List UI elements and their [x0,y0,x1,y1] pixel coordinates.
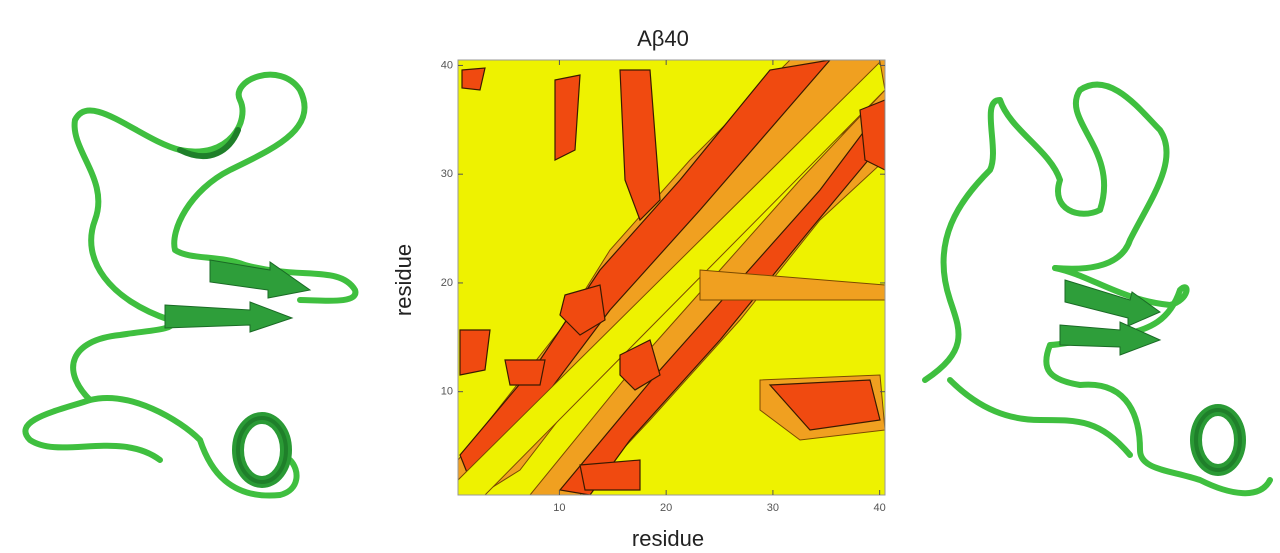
chart-title: Aβ40 [637,26,689,51]
protein-structure-left [25,75,355,496]
x-tick-label: 10 [553,502,565,514]
x-tick-label: 20 [660,502,672,514]
y-tick-label: 10 [441,386,453,398]
figure: Aβ40 residue residue 10 20 30 40 10 20 30 40 [0,0,1280,553]
x-tick-label: 40 [874,502,886,514]
y-tick-label: 20 [441,277,453,289]
y-axis-label: residue [391,244,416,316]
x-tick-label: 30 [767,502,779,514]
y-tick-label: 40 [441,59,453,71]
protein-structure-right [925,85,1270,494]
y-tick-label: 30 [441,168,453,180]
x-axis-label: residue [632,526,704,551]
